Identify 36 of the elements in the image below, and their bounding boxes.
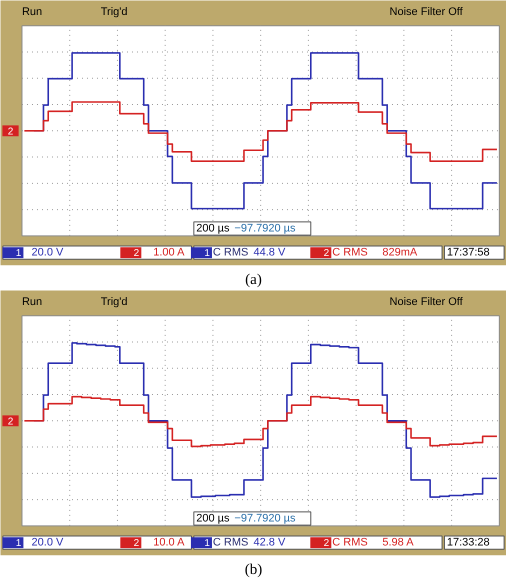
text: Run [22,296,42,308]
text: 829mA [382,246,418,259]
text: 17:37:58 [446,246,490,259]
text: C RMS [212,246,248,259]
text: Noise Filter Off [390,296,464,308]
text: 1 [16,538,22,550]
text: 2 [324,248,330,260]
text: 1 [16,248,22,260]
text: 20.0 V [32,246,64,259]
series-label: 2 [8,416,14,428]
text: C RMS [212,536,248,549]
text: 1.00 A [153,246,186,259]
text: 1 [204,538,210,550]
text: 2 [134,248,140,260]
text: −97.7920 µs [234,222,296,234]
text: (b) [244,562,262,578]
text: 200 µs [196,222,230,234]
text: −97.7920 µs [234,512,296,524]
text: Trig'd [100,6,128,18]
text: 2 [134,538,140,550]
text: 10.0 A [153,536,186,549]
text: (a) [245,272,262,288]
text: 44.8 V [254,246,286,259]
text: Noise Filter Off [390,6,464,18]
text: 5.98 A [382,536,414,549]
series-label: 2 [8,126,14,138]
text: 20.0 V [32,536,64,549]
text: 200 µs [196,512,230,524]
text: C RMS [332,536,368,549]
text: C RMS [332,246,368,259]
text: Run [22,6,42,18]
text: 1 [204,248,210,260]
text: Trig'd [100,296,128,308]
text: 17:33:28 [446,536,490,549]
text: 42.8 V [254,536,286,549]
text: 2 [324,538,330,550]
